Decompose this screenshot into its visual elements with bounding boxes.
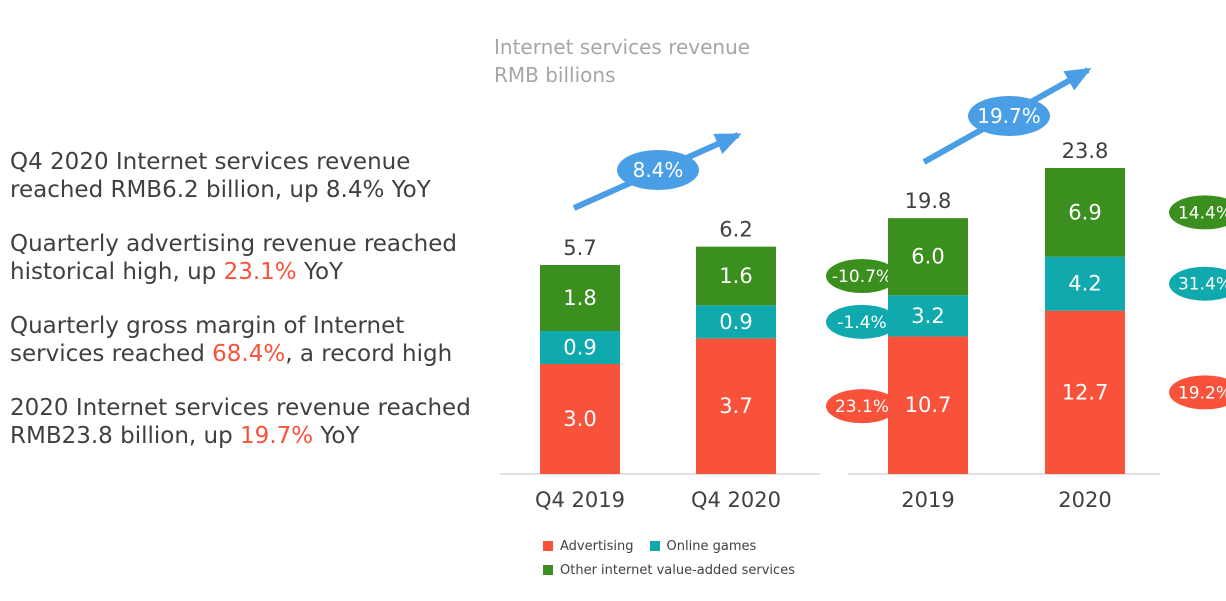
x-tick-label: Q4 2020 bbox=[691, 488, 781, 512]
growth-badge-advertising bbox=[826, 389, 898, 424]
chart-subtitle: RMB billions bbox=[494, 63, 616, 87]
x-tick-label: 2019 bbox=[901, 488, 954, 512]
legend-swatch-advertising bbox=[543, 541, 553, 551]
bullet-text: YoY bbox=[296, 259, 344, 285]
growth-badge-label: 19.2% bbox=[1178, 383, 1226, 403]
growth-badge-other bbox=[1169, 195, 1226, 230]
bar-total-label: 5.7 bbox=[563, 236, 596, 260]
bar-total-label: 19.8 bbox=[905, 189, 952, 213]
growth-badge-label: -1.4% bbox=[837, 313, 886, 333]
bar-value-label: 6.0 bbox=[911, 245, 944, 269]
bar-value-label: 3.0 bbox=[563, 407, 596, 431]
bar-value-label: 4.2 bbox=[1068, 272, 1101, 296]
bar-segment-advertising bbox=[696, 338, 776, 474]
chart-legend: Advertising Online games Other internet … bbox=[543, 534, 811, 582]
highlight-figure: 19.7% bbox=[240, 423, 314, 449]
bar-value-label: 12.7 bbox=[1062, 380, 1109, 404]
legend-row-1: Advertising Online games bbox=[543, 534, 811, 558]
x-tick-label: Q4 2019 bbox=[535, 488, 625, 512]
bar-value-label: 6.9 bbox=[1068, 200, 1101, 224]
total-growth-badge-quarterly bbox=[617, 150, 699, 190]
bar-total-label: 23.8 bbox=[1062, 139, 1109, 163]
summary-bullet: Quarterly advertising revenue reached hi… bbox=[10, 230, 500, 286]
bullet-text: YoY bbox=[313, 423, 360, 449]
bar-segment-advertising bbox=[540, 364, 620, 474]
bullet-text: Quarterly gross margin of Internet servi… bbox=[10, 313, 405, 367]
chart-title: Internet services revenue bbox=[494, 35, 751, 59]
bar-segment-other bbox=[888, 218, 968, 296]
legend-label-online-games: Online games bbox=[666, 538, 757, 554]
bar-value-label: 3.7 bbox=[719, 394, 752, 418]
legend-item-online-games: Online games bbox=[649, 538, 757, 554]
total-growth-label-annual: 19.7% bbox=[977, 104, 1041, 128]
legend-item-advertising: Advertising bbox=[543, 539, 634, 554]
legend-swatch-other bbox=[543, 565, 553, 575]
growth-arrow-annual-head bbox=[1063, 68, 1092, 91]
highlight-figure: 68.4% bbox=[212, 341, 286, 367]
bar-segment-online-games bbox=[540, 331, 620, 364]
legend-label-other: Other internet value-added services bbox=[560, 562, 795, 578]
summary-bullet: Quarterly gross margin of Internet servi… bbox=[10, 312, 500, 368]
summary-bullet: 2020 Internet services revenue reached R… bbox=[10, 394, 500, 450]
legend-label-advertising: Advertising bbox=[560, 538, 634, 554]
growth-badge-online-games bbox=[1169, 266, 1226, 301]
legend-row-2: Other internet value-added services bbox=[543, 558, 811, 582]
legend-swatch-online-games bbox=[649, 541, 660, 551]
chart-title-block: Internet services revenue RMB billions bbox=[494, 33, 750, 89]
highlight-figure: 23.1% bbox=[223, 259, 297, 285]
bullet-text: 2020 Internet services revenue reached R… bbox=[10, 395, 471, 449]
bar-value-label: 0.9 bbox=[563, 336, 596, 360]
bar-segment-other bbox=[1045, 168, 1125, 257]
bar-segment-online-games bbox=[696, 305, 776, 339]
summary-bullet: Q4 2020 Internet services revenue reache… bbox=[10, 148, 500, 204]
bar-segment-other bbox=[696, 246, 776, 306]
growth-arrow-quarterly-head bbox=[713, 133, 742, 154]
bar-segment-advertising bbox=[888, 336, 968, 474]
legend-item-other: Other internet value-added services bbox=[543, 563, 795, 578]
growth-badge-label: 23.1% bbox=[835, 397, 889, 417]
bar-segment-advertising bbox=[1045, 310, 1125, 474]
bar-segment-other bbox=[540, 265, 620, 331]
growth-badge-label: -10.7% bbox=[832, 267, 892, 287]
x-tick-label: 2020 bbox=[1058, 488, 1111, 512]
total-growth-label-quarterly: 8.4% bbox=[633, 158, 684, 182]
growth-badge-label: 31.4% bbox=[1178, 275, 1226, 295]
summary-bullets: Q4 2020 Internet services revenue reache… bbox=[10, 148, 500, 476]
bar-value-label: 0.9 bbox=[719, 310, 752, 334]
growth-badge-label: 14.4% bbox=[1178, 203, 1226, 223]
bar-segment-online-games bbox=[1045, 256, 1125, 311]
bar-value-label: 1.8 bbox=[563, 286, 596, 310]
bar-segment-online-games bbox=[888, 295, 968, 337]
total-growth-badge-annual bbox=[968, 96, 1050, 136]
bar-value-label: 3.2 bbox=[911, 304, 944, 328]
bullet-text: Quarterly advertising revenue reached hi… bbox=[10, 231, 457, 285]
growth-badge-other bbox=[826, 259, 898, 293]
bar-value-label: 1.6 bbox=[719, 264, 752, 288]
growth-badge-online-games bbox=[826, 304, 898, 339]
bar-value-label: 10.7 bbox=[905, 393, 952, 417]
bar-total-label: 6.2 bbox=[719, 218, 752, 242]
growth-badge-advertising bbox=[1169, 375, 1226, 410]
bullet-text: , a record high bbox=[285, 341, 453, 367]
bullet-text: Q4 2020 Internet services revenue reache… bbox=[10, 149, 431, 203]
